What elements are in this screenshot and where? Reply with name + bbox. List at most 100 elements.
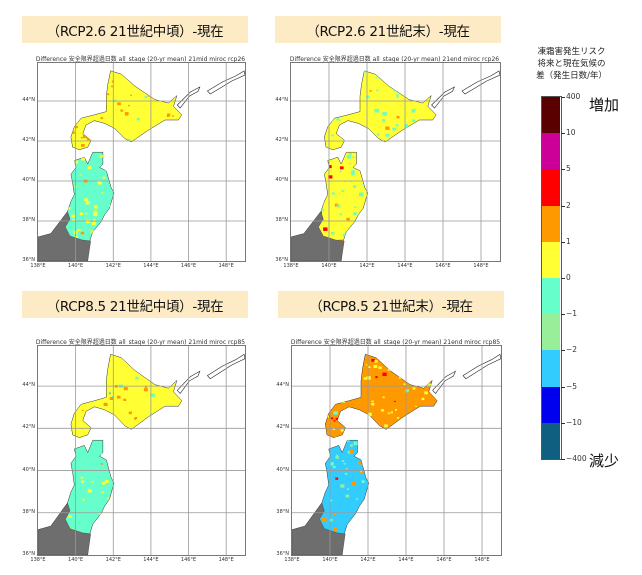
- grid-cell: [421, 489, 424, 491]
- colorbar-segment: [542, 422, 560, 460]
- grid-cell: [477, 174, 482, 178]
- grid-cell: [122, 538, 125, 541]
- grid-cell: [211, 445, 215, 448]
- panel-heading: （RCP2.6 21世紀中頃）-現在: [22, 16, 248, 43]
- grid-cell: [497, 98, 500, 101]
- grid-cell: [41, 349, 43, 351]
- grid-cell: [108, 232, 110, 233]
- grid-cell: [332, 96, 336, 99]
- grid-cell: [153, 207, 157, 210]
- grid-cell: [462, 80, 465, 83]
- grid-cell: [324, 358, 327, 361]
- grid-cell: [393, 220, 397, 223]
- grid-cell: [445, 497, 447, 499]
- grid-cell: [94, 104, 97, 107]
- grid-cell: [81, 157, 86, 161]
- grid-cell: [243, 401, 245, 403]
- grid-cell: [303, 144, 306, 146]
- grid-cell: [352, 388, 355, 390]
- grid-cell: [94, 123, 97, 125]
- grid-cell: [339, 119, 341, 121]
- grid-cell: [438, 224, 440, 226]
- grid-cell: [440, 420, 443, 422]
- grid-cell: [131, 200, 133, 202]
- grid-cell: [185, 244, 188, 246]
- grid-cell: [369, 461, 372, 464]
- grid-cell: [88, 152, 91, 154]
- grid-cell: [434, 163, 437, 165]
- grid-cell: [84, 66, 86, 67]
- grid-cell: [344, 548, 347, 551]
- grid-cell: [41, 496, 46, 501]
- grid-cell: [354, 355, 358, 358]
- grid-cell: [167, 113, 171, 117]
- grid-cell: [216, 123, 220, 126]
- grid-cell: [48, 525, 50, 527]
- grid-cell: [466, 472, 468, 474]
- grid-cell: [161, 239, 164, 242]
- grid-cell: [154, 169, 156, 171]
- grid-cell: [222, 162, 226, 165]
- grid-cell: [69, 107, 73, 110]
- grid-cell: [487, 387, 491, 390]
- grid-cell: [359, 192, 364, 197]
- grid-cell: [491, 146, 494, 149]
- grid-cell: [444, 142, 446, 144]
- colorbar-tick-label: 5: [566, 164, 571, 174]
- grid-cell: [175, 358, 178, 360]
- grid-cell: [424, 547, 427, 549]
- grid-cell: [219, 390, 223, 393]
- grid-cell: [450, 525, 454, 528]
- grid-cell: [445, 250, 449, 253]
- colorbar-tick: [561, 241, 565, 243]
- grid-cell: [367, 242, 368, 244]
- grid-cell: [435, 199, 437, 201]
- grid-cell: [483, 463, 485, 465]
- grid-cell: [177, 536, 181, 539]
- grid-cell: [472, 397, 475, 400]
- grid-cell: [87, 489, 92, 493]
- grid-cell: [100, 463, 103, 465]
- grid-cell: [127, 348, 129, 350]
- grid-cell: [46, 228, 50, 231]
- grid-cell: [451, 378, 453, 380]
- grid-cell: [157, 251, 160, 254]
- grid-cell: [311, 422, 315, 425]
- colorbar-tick: [561, 459, 565, 460]
- grid-cell: [456, 247, 458, 249]
- grid-cell: [102, 176, 106, 179]
- grid-cell: [434, 193, 438, 196]
- grid-cell: [304, 168, 307, 171]
- grid-cell: [221, 239, 225, 242]
- grid-cell: [208, 253, 212, 256]
- hokkaido-region: [70, 353, 183, 438]
- grid-cell: [295, 493, 297, 496]
- grid-cell: [207, 164, 211, 167]
- grid-cell: [176, 209, 180, 212]
- grid-cell: [197, 391, 200, 393]
- grid-cell: [243, 540, 245, 542]
- grid-cell: [453, 164, 456, 167]
- grid-cell: [162, 472, 165, 475]
- grid-cell: [139, 472, 141, 473]
- grid-cell: [161, 188, 163, 189]
- colorbar-header: 凍霜害発生リスク 将来と現在気候の 差（発生日数/年）: [524, 46, 619, 82]
- grid-cell: [462, 403, 465, 406]
- grid-cell: [182, 525, 184, 527]
- grid-cell: [38, 209, 42, 213]
- grid-cell: [437, 554, 440, 555]
- grid-cell: [136, 117, 140, 121]
- grid-cell: [440, 541, 444, 544]
- grid-cell: [207, 73, 209, 75]
- grid-cell: [477, 102, 480, 104]
- grid-cell: [383, 445, 387, 448]
- grid-cell: [319, 421, 321, 422]
- grid-cell: [91, 375, 93, 377]
- grid-cell: [160, 190, 164, 193]
- grid-cell: [301, 146, 304, 148]
- grid-cell: [393, 463, 396, 465]
- grid-cell: [405, 389, 409, 393]
- grid-cell: [68, 144, 72, 147]
- grid-cell: [242, 222, 244, 224]
- grid-cell: [224, 206, 227, 209]
